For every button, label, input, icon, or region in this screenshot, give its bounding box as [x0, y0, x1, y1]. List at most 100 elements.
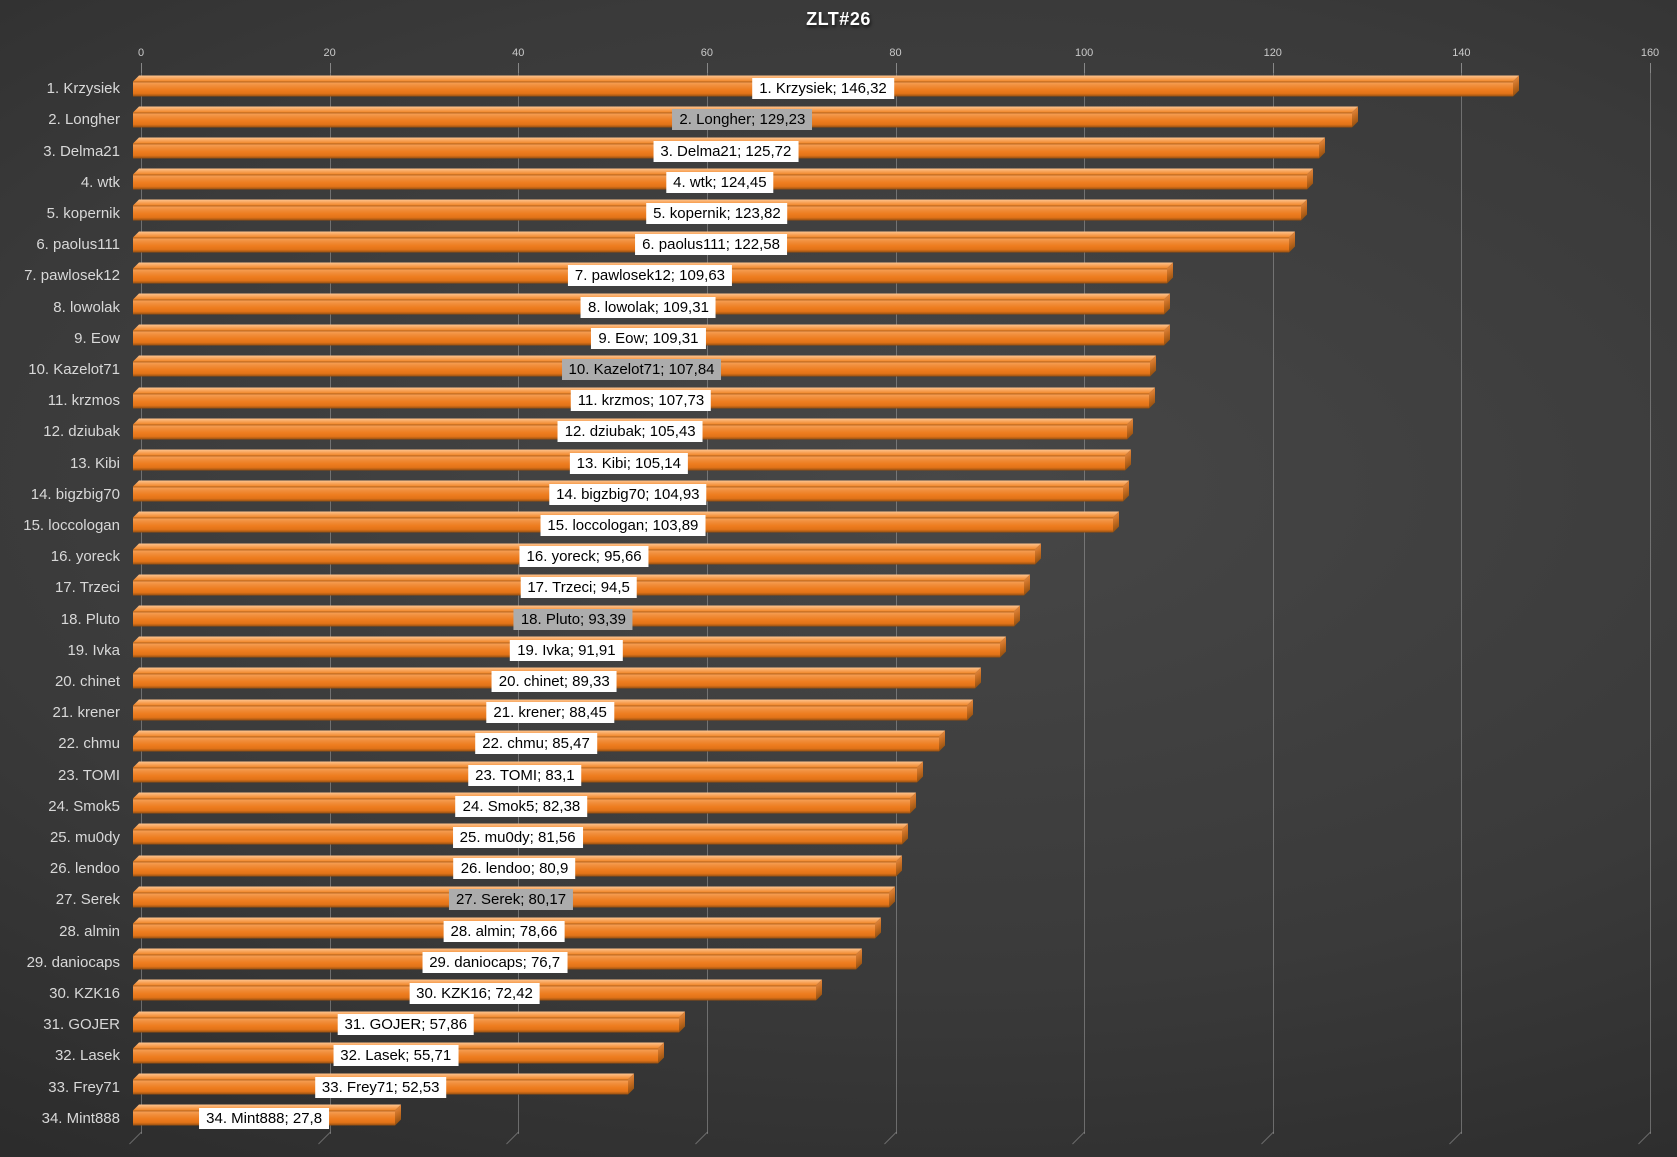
axis-tick-label: 40 — [512, 47, 525, 59]
bar: 19. Ivka; 91,91 — [133, 639, 1000, 661]
data-label: 31. GOJER; 57,86 — [337, 1014, 475, 1036]
bar: 14. bigzbig70; 104,93 — [133, 483, 1123, 505]
bar-rows: 1. Krzysiek; 146,32 2. Longher; 129,23 3. … — [133, 73, 1642, 1134]
category-label: 23. TOMI — [58, 766, 120, 784]
bar-row: 32. Lasek; 55,71 — [133, 1040, 1642, 1071]
category-label: 30. KZK16 — [49, 984, 120, 1002]
data-label: 21. krener; 88,45 — [486, 702, 614, 724]
bar-row: 8. lowolak; 109,31 — [133, 291, 1642, 322]
bar: 31. GOJER; 57,86 — [133, 1014, 679, 1036]
gridline — [329, 73, 331, 1134]
category-label: 1. Krzysiek — [46, 80, 120, 98]
bar: 5. kopernik; 123,82 — [133, 202, 1301, 224]
bar: 4. wtk; 124,45 — [133, 171, 1307, 193]
chart-title: ZLT#26 — [806, 9, 871, 29]
category-label: 6. paolus111 — [36, 236, 120, 254]
data-label: 3. Delma21; 125,72 — [653, 140, 799, 162]
bar: 23. TOMI; 83,1 — [133, 764, 917, 786]
bar: 24. Smok5; 82,38 — [133, 795, 910, 817]
bar-row: 13. Kibi; 105,14 — [133, 447, 1642, 478]
bar: 11. krzmos; 107,73 — [133, 390, 1150, 412]
bar-row: 18. Pluto; 93,39 — [133, 603, 1642, 634]
bar-row: 10. Kazelot71; 107,84 — [133, 354, 1642, 385]
bar-row: 9. Eow; 109,31 — [133, 323, 1642, 354]
bar: 8. lowolak; 109,31 — [133, 296, 1164, 318]
data-label: 34. Mint888; 27,8 — [199, 1107, 330, 1129]
bar: 27. Serek; 80,17 — [133, 889, 890, 911]
gridline — [141, 73, 142, 1134]
category-label: 27. Serek — [55, 891, 120, 909]
bar: 26. lendoo; 80,9 — [133, 858, 896, 880]
bar-row: 15. loccologan; 103,89 — [133, 510, 1642, 541]
data-label: 1. Krzysiek; 146,32 — [752, 78, 894, 100]
data-label: 13. Kibi; 105,14 — [569, 452, 688, 474]
axis-tick-label: 80 — [889, 47, 902, 59]
bar-row: 3. Delma21; 125,72 — [133, 135, 1642, 166]
gridline — [1084, 73, 1086, 1134]
category-label: 12. dziubak — [43, 423, 120, 441]
bar-row: 20. chinet; 89,33 — [133, 666, 1642, 697]
bar: 20. chinet; 89,33 — [133, 670, 976, 692]
bar: 22. chmu; 85,47 — [133, 733, 940, 755]
bar: 1. Krzysiek; 146,32 — [133, 78, 1513, 100]
bar-row: 31. GOJER; 57,86 — [133, 1009, 1642, 1040]
bar-row: 28. almin; 78,66 — [133, 915, 1642, 946]
axis-tick-mark — [895, 63, 897, 73]
axis-tick-mark — [1084, 63, 1086, 73]
data-label: 2. Longher; 129,23 — [672, 109, 813, 131]
category-label: 32. Lasek — [54, 1047, 120, 1065]
category-label: 15. loccologan — [23, 516, 120, 534]
category-label: 3. Delma21 — [43, 142, 120, 160]
bar-row: 6. paolus111; 122,58 — [133, 229, 1642, 260]
bar-row: 1. Krzysiek; 146,32 — [133, 73, 1642, 104]
gridline — [1650, 73, 1651, 1134]
axis-tick-label: 20 — [323, 47, 336, 59]
bar: 15. loccologan; 103,89 — [133, 514, 1113, 536]
category-label: 19. Ivka — [67, 641, 120, 659]
bar-row: 30. KZK16; 72,42 — [133, 978, 1642, 1009]
axis-tick-mark — [1272, 63, 1274, 73]
bar: 17. Trzeci; 94,5 — [133, 577, 1025, 599]
data-label: 15. loccologan; 103,89 — [540, 514, 706, 536]
category-label: 8. lowolak — [53, 298, 120, 316]
data-label: 17. Trzeci; 94,5 — [520, 577, 637, 599]
gridline — [706, 73, 708, 1134]
data-label: 33. Frey71; 52,53 — [314, 1076, 447, 1098]
data-label: 7. pawlosek12; 109,63 — [567, 265, 733, 287]
bar-row: 33. Frey71; 52,53 — [133, 1072, 1642, 1103]
bar: 6. paolus111; 122,58 — [133, 234, 1290, 256]
category-label: 28. almin — [59, 922, 120, 940]
category-label: 7. pawlosek12 — [24, 267, 120, 285]
bar: 28. almin; 78,66 — [133, 920, 875, 942]
category-label: 26. lendoo — [49, 860, 120, 878]
axis-tick-label: 0 — [137, 47, 145, 59]
bar-row: 4. wtk; 124,45 — [133, 167, 1642, 198]
category-label: 29. daniocaps — [26, 953, 120, 971]
data-label: 24. Smok5; 82,38 — [455, 795, 588, 817]
category-label: 21. krener — [52, 704, 120, 722]
bar-row: 17. Trzeci; 94,5 — [133, 572, 1642, 603]
category-label: 24. Smok5 — [48, 797, 120, 815]
axis-tick-label: 160 — [1640, 47, 1660, 59]
bar-row: 11. krzmos; 107,73 — [133, 385, 1642, 416]
data-label: 16. yoreck; 95,66 — [519, 546, 649, 568]
bar-row: 14. bigzbig70; 104,93 — [133, 479, 1642, 510]
category-label: 16. yoreck — [50, 548, 120, 566]
category-label: 2. Longher — [48, 111, 120, 129]
gridline — [895, 73, 897, 1134]
data-label: 29. daniocaps; 76,7 — [422, 951, 568, 973]
data-label: 32. Lasek; 55,71 — [333, 1045, 459, 1067]
bar-row: 27. Serek; 80,17 — [133, 884, 1642, 915]
category-label: 14. bigzbig70 — [30, 485, 120, 503]
category-label: 25. mu0dy — [49, 828, 120, 846]
data-label: 11. krzmos; 107,73 — [570, 390, 712, 412]
bar-row: 22. chmu; 85,47 — [133, 728, 1642, 759]
bar: 32. Lasek; 55,71 — [133, 1045, 659, 1067]
category-label: 10. Kazelot71 — [28, 360, 120, 378]
bar-row: 29. daniocaps; 76,7 — [133, 947, 1642, 978]
bar: 29. daniocaps; 76,7 — [133, 951, 857, 973]
data-label: 22. chmu; 85,47 — [475, 733, 597, 755]
bar-row: 24. Smok5; 82,38 — [133, 791, 1642, 822]
category-label: 5. kopernik — [46, 204, 120, 222]
data-label: 28. almin; 78,66 — [443, 920, 565, 942]
